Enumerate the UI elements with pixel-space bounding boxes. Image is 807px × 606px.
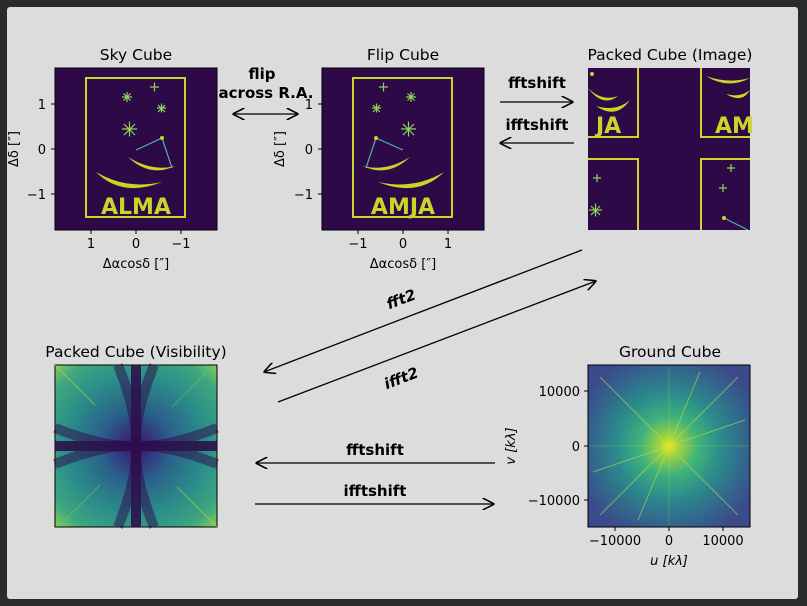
logo-text: ALMA — [101, 195, 171, 220]
fft2-label: fft2 — [384, 286, 419, 314]
flip-y-axis — [318, 103, 322, 195]
star-icon — [372, 82, 416, 137]
ground-x-tick: 0 — [665, 534, 673, 549]
flip-x-tick: 1 — [444, 237, 452, 252]
ifftshift-label: ifftshift — [344, 482, 407, 500]
logo-text: AM — [715, 114, 754, 139]
ground-x-label: u [kλ] — [650, 554, 688, 569]
packed-image-view — [588, 68, 750, 230]
sky-y-tick: 1 — [38, 98, 46, 113]
sky-x-tick: −1 — [171, 237, 190, 252]
ground-rays — [590, 367, 748, 525]
ground-x-axis — [614, 527, 724, 531]
ground-x-tick: −10000 — [589, 534, 641, 549]
flip-arrow: flip across R.A. — [219, 65, 314, 114]
packed-visibility-panel: Packed Cube (Visibility) — [45, 343, 227, 529]
sky-x-tick: 0 — [132, 237, 140, 252]
flip-y-tick: 1 — [305, 98, 313, 113]
sky-y-label: Δδ [″] — [7, 131, 22, 167]
flip-x-label: Δαcosδ [″] — [370, 257, 436, 272]
ground-x-tick: 10000 — [702, 534, 743, 549]
ifftshift-label: ifftshift — [506, 116, 569, 134]
flip-cube-image — [321, 67, 485, 231]
ifft2-label: ifft2 — [382, 364, 421, 393]
sky-y-axis — [51, 103, 55, 195]
flip-cube-panel: Flip Cube AMJA −1 0 1 Δαcosδ [″] 1 0 −1 … — [273, 46, 485, 272]
sky-x-tick: 1 — [87, 237, 95, 252]
flip-y-tick: −1 — [294, 188, 313, 203]
ground-y-axis — [584, 390, 588, 501]
flip-x-axis — [357, 230, 449, 234]
fftshift-bottom-arrow: fftshift ifftshift — [255, 441, 495, 504]
flip-label: flip — [249, 65, 276, 83]
sky-x-label: Δαcosδ [″] — [103, 257, 169, 272]
packed-visibility-title: Packed Cube (Visibility) — [45, 343, 226, 361]
sky-cube-image — [54, 67, 218, 231]
packed-image-title: Packed Cube (Image) — [588, 46, 753, 64]
sky-cube-title: Sky Cube — [100, 46, 172, 64]
logo-frame — [85, 77, 186, 218]
antenna-dish-icon — [96, 136, 175, 189]
flip-x-tick: −1 — [348, 237, 367, 252]
packed-image-panel: Packed Cube (Image) JA — [588, 46, 754, 230]
arrow-down-left-icon — [264, 249, 583, 372]
flip-y-label: Δδ [″] — [273, 131, 288, 167]
sky-y-tick: 0 — [38, 143, 46, 158]
fftshift-top-arrow: fftshift ifftshift — [500, 74, 574, 143]
ground-y-tick: 0 — [572, 440, 580, 455]
visibility-cross — [53, 363, 219, 529]
logo-frame — [352, 77, 453, 218]
fftshift-label: fftshift — [346, 441, 404, 459]
flip-label: across R.A. — [219, 84, 314, 102]
ground-y-tick: 10000 — [539, 385, 580, 400]
star-icon — [122, 82, 166, 137]
ground-cube-panel: Ground Cube −10000 0 10000 u [kλ] 10000 … — [504, 343, 751, 569]
flip-y-tick: 0 — [305, 143, 313, 158]
antenna-dish-icon — [363, 136, 444, 189]
flip-x-tick: 0 — [399, 237, 407, 252]
fft2-arrows: fft2 ifft2 — [264, 249, 596, 403]
ground-y-label: v [kλ] — [504, 427, 519, 464]
sky-cube-panel: Sky Cube ALMA 1 0 −1 Δαcosδ [″] 1 0 −1 Δ… — [7, 46, 218, 272]
arrow-up-right-icon — [277, 281, 596, 403]
sky-y-tick: −1 — [27, 188, 46, 203]
sky-x-axis — [90, 230, 182, 234]
fftshift-label: fftshift — [508, 74, 566, 92]
flip-cube-title: Flip Cube — [367, 46, 439, 64]
ground-y-tick: −10000 — [528, 494, 580, 509]
ground-cube-title: Ground Cube — [619, 343, 721, 361]
logo-text: AMJA — [371, 195, 435, 220]
logo-text: JA — [594, 114, 621, 139]
